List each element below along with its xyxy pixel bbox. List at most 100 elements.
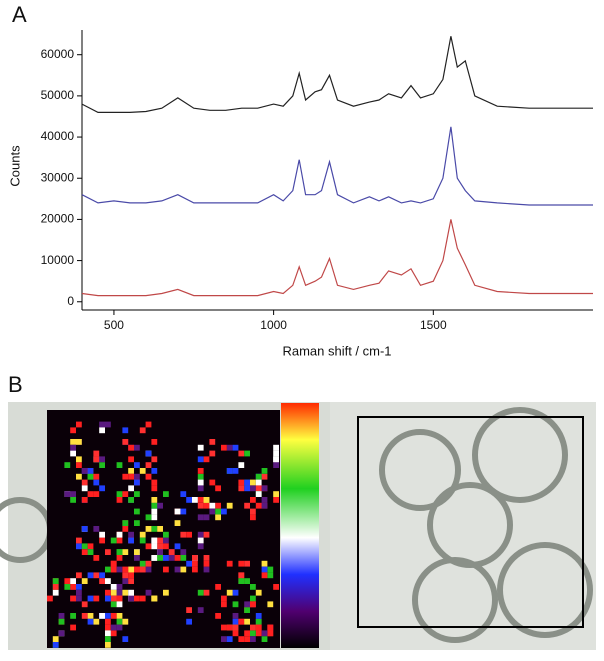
heatmap-pixel — [203, 560, 210, 567]
heatmap-pixel — [244, 601, 250, 608]
heatmap-pixel — [244, 450, 250, 457]
heatmap-pixel — [99, 427, 105, 434]
heatmap-pixel — [116, 462, 123, 468]
heatmap-pixel — [145, 421, 152, 428]
heatmap-pixel — [145, 514, 152, 521]
heatmap-pixel — [197, 485, 204, 492]
heatmap-pixel — [52, 589, 59, 596]
heatmap-pixel — [232, 589, 239, 596]
heatmap-pixel — [70, 444, 76, 451]
heatmap-pixel — [99, 531, 105, 538]
colorbar — [281, 403, 319, 648]
heatmap-pixel — [197, 607, 204, 613]
heatmap-pixel — [180, 531, 187, 538]
heatmap-pixel — [226, 468, 233, 474]
heatmap-pixel — [250, 514, 256, 521]
heatmap-pixel — [250, 624, 256, 631]
heatmap-pixel — [47, 595, 53, 602]
heatmap-pixel — [70, 497, 76, 503]
heatmap-pixel — [145, 560, 152, 567]
heatmap-pixel — [105, 549, 111, 555]
y-tick-label: 20000 — [41, 212, 75, 226]
heatmap-pixel — [255, 479, 262, 486]
heatmap-pixel — [244, 607, 250, 613]
heatmap-pixel — [128, 473, 134, 480]
heatmap-pixel — [151, 537, 158, 544]
heatmap-pixel — [261, 630, 268, 637]
heatmap-pixel — [215, 584, 221, 590]
heatmap-pixel — [168, 549, 175, 555]
heatmap-pixel — [226, 589, 233, 596]
heatmap-pixel — [105, 636, 111, 642]
heatmap-pixel — [203, 456, 210, 463]
heatmap-pixel — [105, 618, 111, 625]
heatmap-pixel — [87, 473, 94, 480]
spectrum-line — [81, 126, 593, 206]
heatmap-pixel — [238, 479, 245, 486]
heatmap-pixel — [128, 531, 134, 538]
heatmap-pixel — [128, 572, 134, 579]
heatmap-pixel — [244, 636, 250, 642]
x-tick-label: 500 — [104, 318, 124, 332]
y-tick-label: 50000 — [41, 88, 75, 102]
heatmap-pixel — [151, 439, 158, 445]
heatmap-pixel — [174, 555, 181, 561]
heatmap-pixel — [64, 578, 71, 584]
heatmap-pixel — [110, 613, 117, 619]
heatmap-pixel — [81, 601, 88, 608]
heatmap-pixel — [273, 462, 279, 468]
heatmap-pixel — [261, 572, 268, 579]
heatmap-pixel — [139, 595, 146, 602]
heatmap-pixel — [139, 566, 146, 573]
heatmap-pixel — [52, 584, 59, 590]
heatmap-pixel — [76, 595, 82, 602]
heatmap-pixel — [110, 566, 117, 573]
heatmap-pixel — [267, 624, 274, 631]
heatmap-pixel — [163, 543, 169, 550]
heatmap-pixel — [238, 462, 245, 468]
heatmap-pixel — [128, 485, 134, 492]
heatmap-pixel — [99, 485, 105, 492]
heatmap-pixel — [110, 589, 117, 596]
heatmap-pixel — [139, 468, 146, 474]
heatmap-pixel — [261, 636, 268, 642]
heatmap-pixel — [186, 607, 192, 613]
heatmap-pixel — [99, 456, 105, 463]
heatmap-pixel — [105, 613, 111, 619]
heatmap-pixel — [267, 630, 274, 637]
heatmap-pixel — [134, 462, 140, 468]
heatmap-pixel — [128, 537, 134, 544]
heatmap-pixel — [180, 491, 187, 497]
heatmap-pixel — [255, 618, 262, 625]
heatmap-pixel — [145, 543, 152, 550]
heatmap-pixel — [87, 491, 94, 497]
heatmap-pixel — [122, 572, 129, 579]
heatmap-pixel — [105, 589, 111, 596]
heatmap-pixel — [93, 572, 100, 579]
heatmap-pixel — [151, 502, 158, 509]
heatmap-pixel — [76, 589, 82, 596]
heatmap-pixel — [163, 537, 169, 544]
heatmap-pixel — [174, 543, 181, 550]
heatmap-pixel — [151, 479, 158, 486]
heatmap-pixel — [105, 624, 111, 631]
heatmap-pixel — [197, 502, 204, 509]
heatmap-pixel — [255, 589, 262, 596]
heatmap-pixel — [122, 578, 129, 584]
heatmap-pixel — [87, 572, 94, 579]
heatmap-pixel — [151, 485, 158, 492]
heatmap-pixel — [64, 491, 71, 497]
heatmap-pixel — [186, 497, 192, 503]
heatmap-pixel — [145, 526, 152, 532]
heatmap-pixel — [192, 555, 198, 561]
heatmap-pixel — [203, 531, 210, 538]
heatmap-pixel — [134, 555, 140, 561]
heatmap-pixel — [163, 589, 169, 596]
heatmap-pixel — [244, 630, 250, 637]
heatmap-pixel — [238, 572, 245, 579]
heatmap-pixel — [261, 502, 268, 509]
heatmap-pixel — [81, 543, 88, 550]
heatmap-pixel — [250, 584, 256, 590]
heatmap-pixel — [81, 578, 88, 584]
heatmap-pixel — [163, 555, 169, 561]
